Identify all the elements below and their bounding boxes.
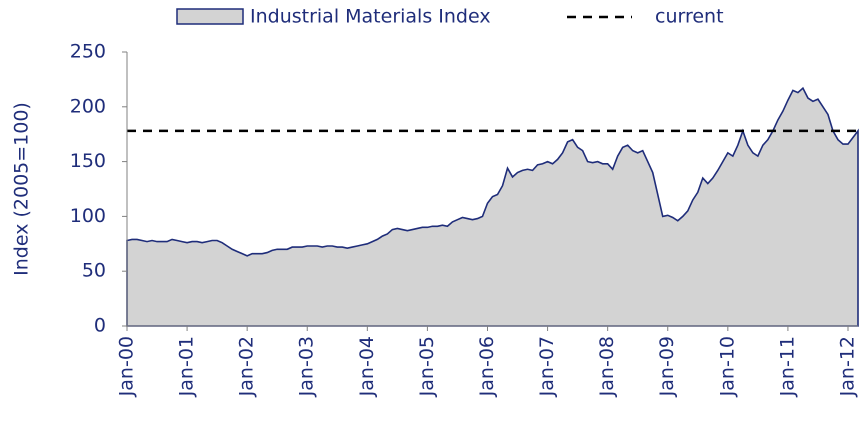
x-tick-label: Jan-07	[536, 336, 558, 397]
x-tick-label: Jan-00	[116, 336, 138, 397]
x-tick-label: Jan-03	[296, 336, 318, 397]
x-tick-label: Jan-08	[596, 336, 618, 397]
y-tick-label: 250	[70, 41, 106, 63]
y-tick-label: 200	[70, 95, 106, 117]
line	[126, 86, 859, 327]
y-tick-label: 100	[70, 205, 106, 227]
x-tick-label: Jan-12	[836, 336, 858, 397]
x-tick-label: Jan-10	[716, 336, 738, 397]
legend-label: current	[655, 6, 724, 28]
y-tick-label: 150	[70, 150, 106, 172]
x-tick-label: Jan-09	[656, 336, 678, 397]
x-tick-label: Jan-11	[776, 336, 798, 397]
x-tick-label: Jan-02	[236, 336, 258, 397]
area	[127, 88, 858, 326]
legend-label: Industrial Materials Index	[250, 6, 491, 28]
y-tick-label: 50	[82, 260, 106, 282]
y-tick-label: 0	[94, 315, 106, 337]
x-tick-label: Jan-06	[476, 336, 498, 397]
y-axis-label: Index (2005=100)	[11, 102, 33, 276]
x-tick-label: Jan-01	[176, 336, 198, 397]
x-tick-label: Jan-04	[356, 336, 378, 397]
x-tick-label: Jan-05	[416, 336, 438, 397]
legend-swatch	[176, 8, 244, 25]
legend: Industrial Materials Index current	[176, 6, 724, 28]
